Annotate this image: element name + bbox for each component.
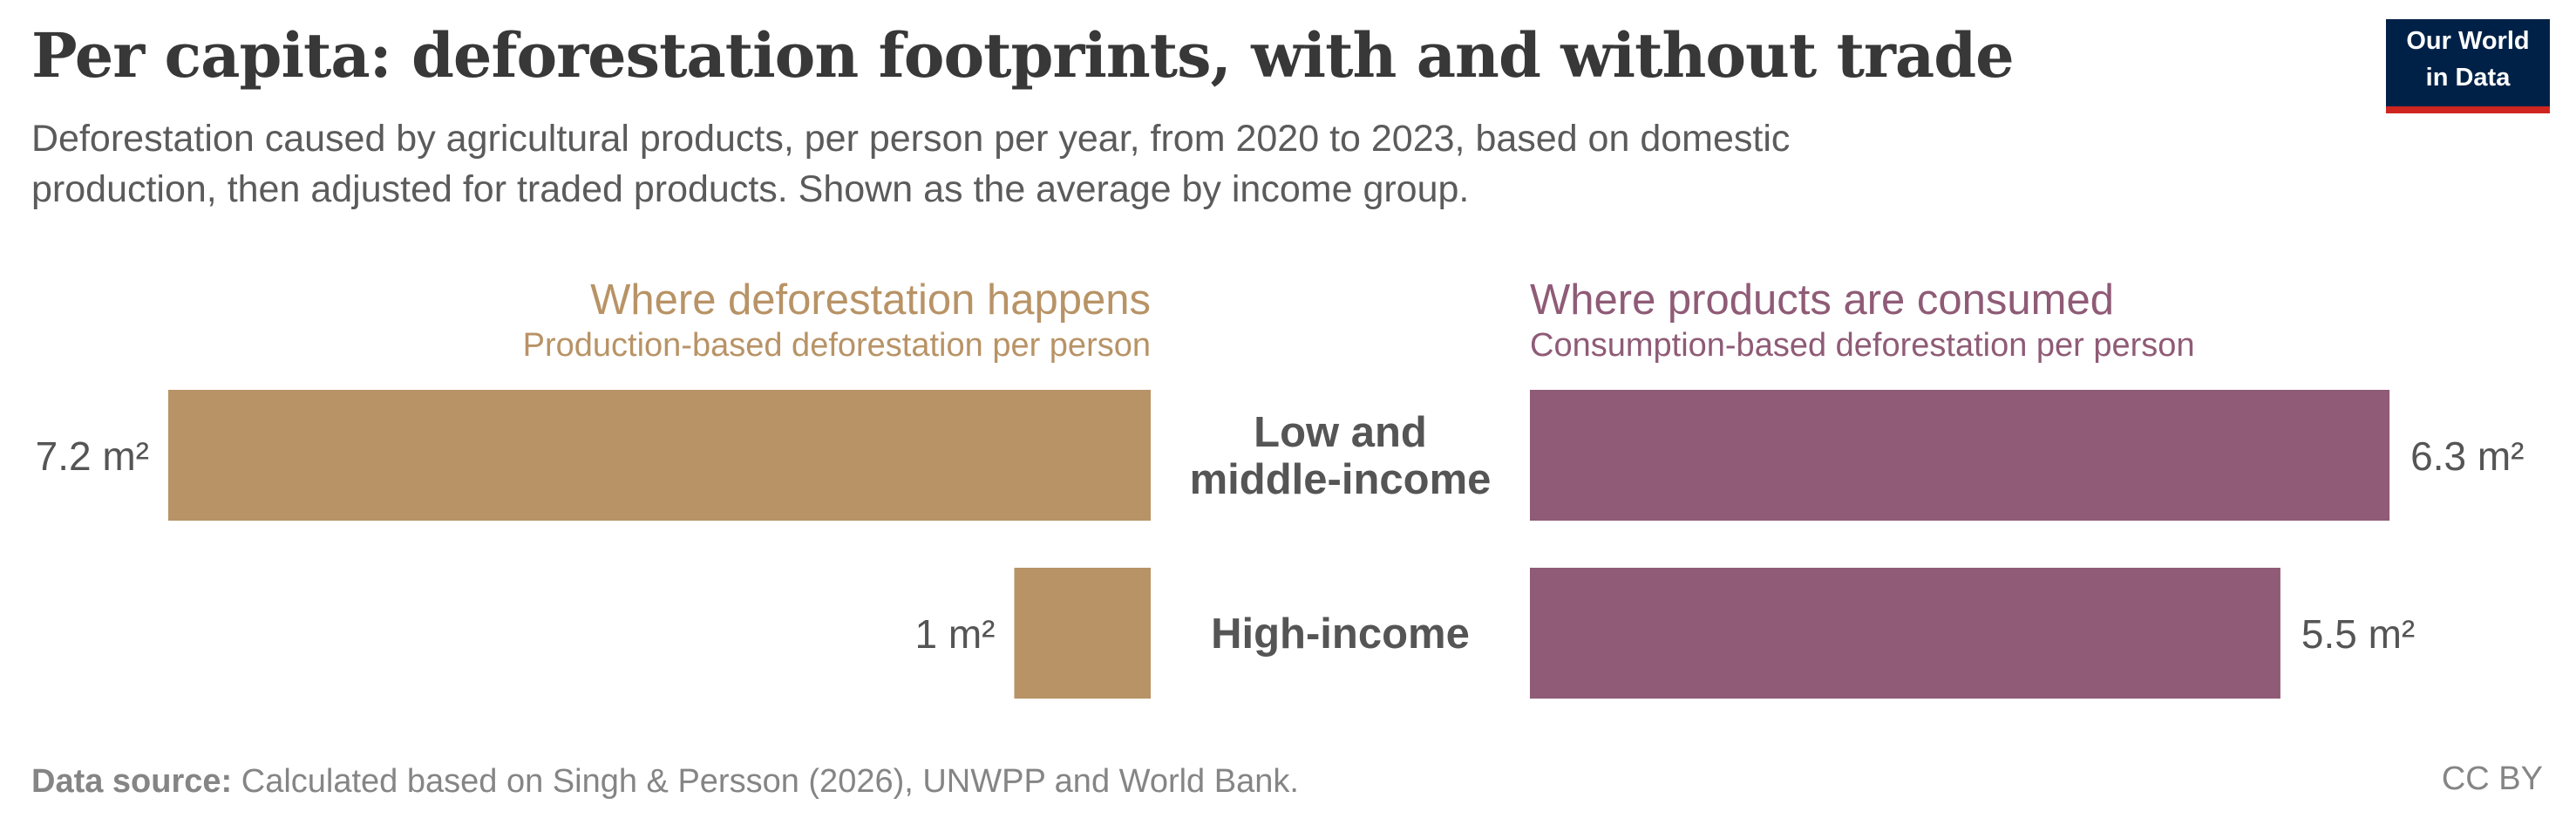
logo-line-1: Our World: [2406, 27, 2530, 55]
category-label: High-income: [1211, 610, 1470, 658]
production-value-label: 1 m²: [914, 611, 995, 657]
data-source: Data source: Calculated based on Singh &…: [31, 763, 1299, 801]
license-link[interactable]: CC BY: [2441, 760, 2543, 797]
logo-line-2: in Data: [2425, 64, 2511, 92]
chart-subtitle: Deforestation caused by agricultural pro…: [31, 118, 1791, 210]
production-bar: [168, 390, 1151, 521]
production-bar: [1014, 568, 1151, 699]
consumption-bar: [1530, 390, 2390, 521]
production-header-title: Where deforestation happens: [590, 276, 1151, 324]
chart-title: Per capita: deforestation footprints, wi…: [31, 19, 2015, 92]
consumption-header-title: Where products are consumed: [1530, 276, 2114, 324]
consumption-header-subtitle: Consumption-based deforestation per pers…: [1530, 327, 2195, 364]
data-source-label: Data source:: [31, 763, 233, 800]
category-label: middle-income: [1190, 456, 1492, 503]
consumption-value-label: 6.3 m²: [2410, 433, 2524, 479]
production-value-label: 7.2 m²: [36, 433, 149, 479]
data-source-text: Calculated based on Singh & Persson (202…: [241, 763, 1299, 800]
production-header-subtitle: Production-based deforestation per perso…: [523, 327, 1151, 364]
consumption-value-label: 5.5 m²: [2301, 611, 2415, 657]
consumption-bar: [1530, 568, 2280, 699]
owid-logo[interactable]: Our World in Data: [2386, 19, 2550, 113]
category-label: Low and: [1254, 409, 1427, 456]
